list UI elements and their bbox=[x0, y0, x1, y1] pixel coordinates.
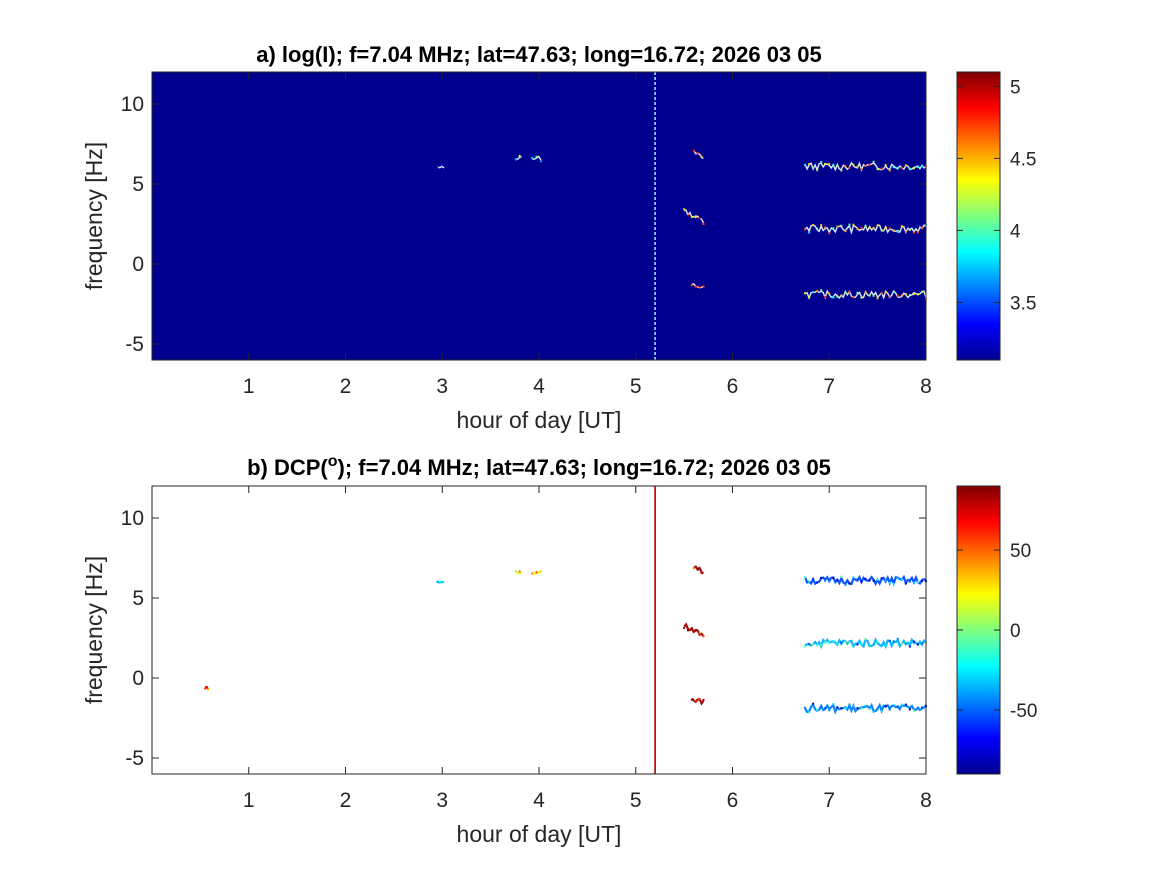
x-tick-label: 1 bbox=[243, 375, 255, 398]
feature-trace bbox=[692, 565, 705, 575]
colorbar-tick-label: 5 bbox=[1010, 77, 1021, 98]
y-tick-label: -5 bbox=[125, 747, 144, 770]
panel-a-colorbar-ticks: 3.5 4 4.5 5 bbox=[957, 77, 1036, 314]
feature-trace bbox=[531, 570, 542, 576]
feature-trace bbox=[683, 208, 705, 226]
x-tick-label: 5 bbox=[630, 375, 642, 398]
colorbar-tick-label: -50 bbox=[1010, 701, 1037, 722]
panel-b-plot-area bbox=[152, 486, 926, 774]
colorbar-tick-label: 4 bbox=[1010, 221, 1021, 242]
feature-trace bbox=[692, 149, 704, 159]
x-tick-label: 6 bbox=[727, 375, 739, 398]
feature-trace bbox=[690, 697, 705, 706]
x-tick-label: 7 bbox=[823, 375, 835, 398]
colorbar-tick-label: 3.5 bbox=[1010, 293, 1036, 314]
y-tick-label: 0 bbox=[132, 253, 144, 276]
feature-trace bbox=[204, 685, 210, 691]
colorbar-tick-label: 0 bbox=[1010, 621, 1021, 642]
panel-a-features bbox=[436, 72, 927, 360]
panel-a-x-axis-label: hour of day [UT] bbox=[457, 407, 622, 433]
panel-b-title-main: b) DCP( bbox=[247, 455, 328, 480]
panel-a-x-ticks: 1 2 3 4 5 6 7 8 bbox=[243, 72, 932, 398]
y-tick-label: -5 bbox=[125, 333, 144, 356]
feature-trace bbox=[683, 622, 705, 638]
x-tick-label: 4 bbox=[533, 789, 545, 812]
panel-b-x-ticks: 1 2 3 4 5 6 7 8 bbox=[243, 486, 932, 812]
panel-b-x-axis-label: hour of day [UT] bbox=[457, 821, 622, 847]
y-tick-label: 10 bbox=[121, 507, 144, 530]
panel-a-log-intensity: a) log(I); f=7.04 MHz; lat=47.63; long=1… bbox=[81, 42, 1036, 433]
x-tick-label: 2 bbox=[340, 789, 352, 812]
panel-a-y-ticks: -5 0 5 10 bbox=[121, 93, 926, 356]
panel-a-plot-area bbox=[152, 72, 926, 360]
feature-trace bbox=[690, 283, 705, 289]
panel-a-title: a) log(I); f=7.04 MHz; lat=47.63; long=1… bbox=[256, 42, 822, 67]
feature-trace bbox=[804, 289, 927, 301]
y-tick-label: 5 bbox=[132, 173, 144, 196]
panel-b-title: b) DCP(o); f=7.04 MHz; lat=47.63; long=1… bbox=[247, 453, 831, 480]
feature-trace bbox=[804, 223, 927, 235]
x-tick-label: 3 bbox=[436, 375, 448, 398]
feature-trace bbox=[436, 580, 445, 584]
x-tick-label: 4 bbox=[533, 375, 545, 398]
feature-trace bbox=[804, 637, 927, 650]
x-tick-label: 8 bbox=[920, 789, 932, 812]
x-tick-label: 5 bbox=[630, 789, 642, 812]
panel-b-colorbar bbox=[956, 485, 1001, 775]
x-tick-label: 8 bbox=[920, 375, 932, 398]
panel-b-dcp: b) DCP(o); f=7.04 MHz; lat=47.63; long=1… bbox=[81, 453, 1037, 847]
feature-trace bbox=[436, 164, 445, 170]
x-tick-label: 2 bbox=[340, 375, 352, 398]
panel-b-colorbar-ticks: -50 0 50 bbox=[957, 541, 1037, 722]
colorbar-tick-label: 4.5 bbox=[1010, 149, 1036, 170]
y-tick-label: 0 bbox=[132, 667, 144, 690]
panel-b-title-rest: ); f=7.04 MHz; lat=47.63; long=16.72; 20… bbox=[338, 455, 831, 480]
colorbar-tick-label: 50 bbox=[1010, 541, 1031, 562]
x-tick-label: 1 bbox=[243, 789, 255, 812]
x-tick-label: 3 bbox=[436, 789, 448, 812]
panel-a-y-axis-label: frequency [Hz] bbox=[81, 142, 107, 290]
panel-b-y-axis-label: frequency [Hz] bbox=[81, 556, 107, 704]
feature-trace bbox=[531, 155, 542, 163]
panel-a-colorbar bbox=[956, 71, 1001, 361]
x-tick-label: 6 bbox=[727, 789, 739, 812]
panel-b-title-superscript: o bbox=[328, 453, 338, 470]
panel-b-y-ticks: -5 0 5 10 bbox=[121, 507, 926, 770]
y-tick-label: 10 bbox=[121, 93, 144, 116]
feature-trace bbox=[514, 569, 522, 575]
x-tick-label: 7 bbox=[823, 789, 835, 812]
y-tick-label: 5 bbox=[132, 587, 144, 610]
feature-trace bbox=[514, 154, 522, 161]
